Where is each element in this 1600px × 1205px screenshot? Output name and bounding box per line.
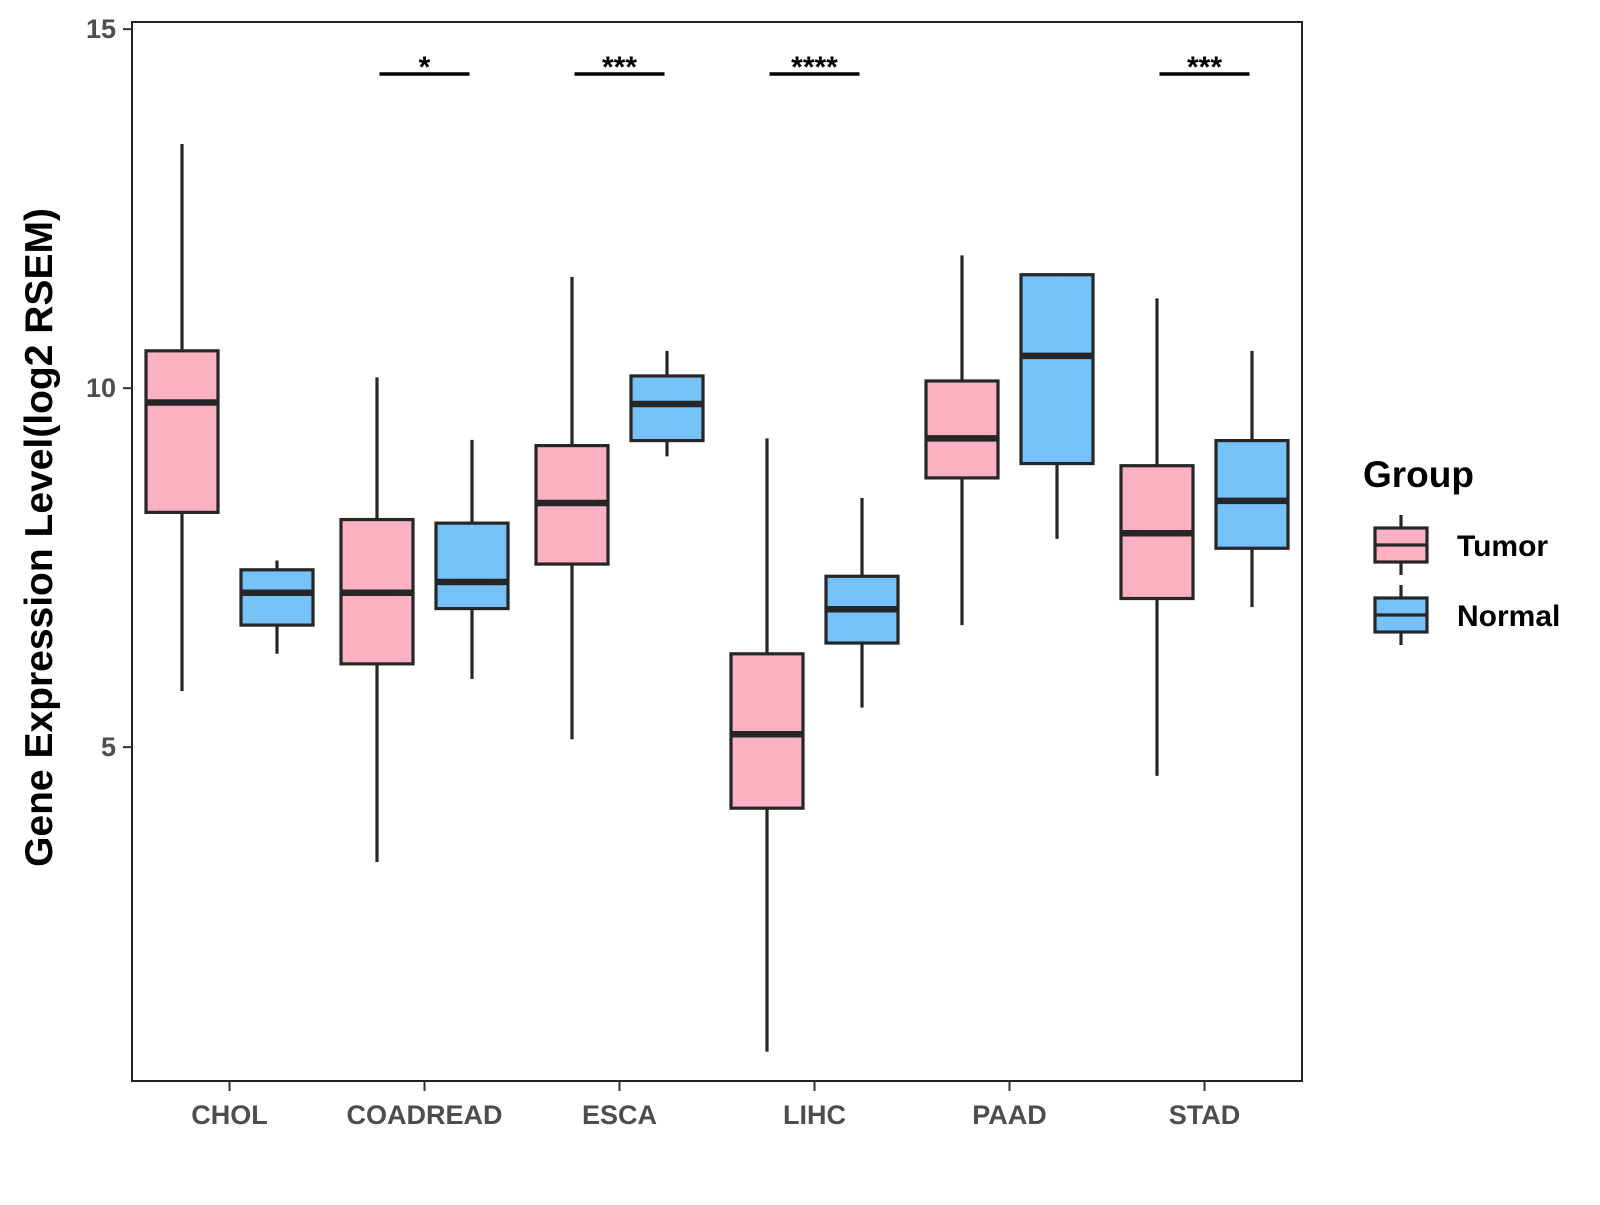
box-normal-stad <box>1214 438 1290 550</box>
box-normal-paad <box>1019 273 1095 466</box>
legend-title: Group <box>1363 454 1474 495</box>
box-normal-chol <box>239 568 315 627</box>
legend-label-normal: Normal <box>1457 600 1560 633</box>
significance-label-coadread: * <box>419 51 431 84</box>
box-tumor-chol <box>144 349 220 514</box>
box-tumor-paad <box>924 379 1000 480</box>
x-tick-label-coadread: COADREAD <box>346 1100 502 1130</box>
significance-label-esca: *** <box>602 51 637 84</box>
y-tick-label: 5 <box>101 732 116 762</box>
box-normal-esca <box>629 374 705 443</box>
y-axis-title: Gene Expression Level(log2 RSEM) <box>18 208 61 867</box>
box-normal-coadread <box>434 521 510 611</box>
significance-label-lihc: **** <box>791 51 838 84</box>
y-tick-label: 15 <box>86 14 116 44</box>
y-tick-label: 10 <box>86 373 116 403</box>
plot-panel-border <box>131 21 1303 1082</box>
x-tick-label-paad: PAAD <box>972 1100 1047 1130</box>
legend-label-tumor: Tumor <box>1457 530 1548 563</box>
x-tick-label-stad: STAD <box>1169 1100 1241 1130</box>
x-tick-label-lihc: LIHC <box>783 1100 846 1130</box>
x-tick-label-esca: ESCA <box>582 1100 657 1130</box>
significance-label-stad: *** <box>1187 51 1222 84</box>
x-tick-label-chol: CHOL <box>191 1100 268 1130</box>
